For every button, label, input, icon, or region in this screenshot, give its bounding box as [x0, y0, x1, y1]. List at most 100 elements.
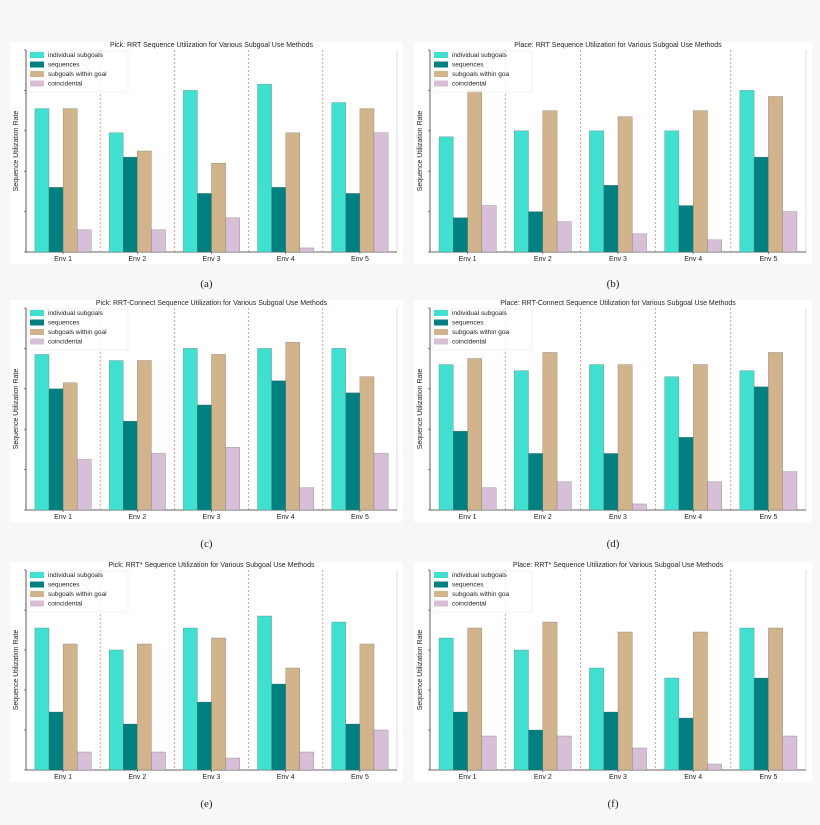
bar-individual-subgoals-env-1 — [438, 637, 454, 771]
legend-label: subgoals within goal — [48, 329, 107, 336]
legend-box — [431, 570, 533, 613]
x-tick-label: Env 5 — [759, 256, 777, 263]
bar-individual-subgoals-env-5 — [739, 627, 755, 771]
x-tick-label: Env 5 — [351, 774, 369, 781]
bar-individual-subgoals-env-2 — [514, 649, 529, 771]
bar-coincidental-env-1 — [481, 487, 497, 511]
x-tick-label: Env 3 — [203, 514, 221, 521]
bar-individual-subgoals-env-3 — [589, 667, 604, 771]
bar-subgoals-within-goal-env-5 — [768, 627, 783, 771]
legend-label: sequences — [48, 320, 80, 327]
legend-swatch — [434, 319, 448, 326]
bar-subgoals-within-goal-env-4 — [693, 364, 708, 511]
bar-subgoals-within-goal-env-2 — [137, 150, 152, 253]
legend: individual subgoals sequences subgoals wit… — [27, 308, 129, 351]
legend-swatch — [434, 581, 448, 588]
legend-box — [27, 308, 129, 351]
x-tick-label: Env 1 — [459, 256, 477, 263]
bar-sequences-env-5 — [345, 723, 361, 771]
bar-chart-svg: Place: RRT* Sequence Utilization for Var… — [417, 562, 807, 781]
bar-sequences-env-4 — [271, 380, 286, 511]
bar-coincidental-env-3 — [225, 217, 240, 253]
bar-individual-subgoals-env-1 — [438, 364, 454, 511]
bar-sequences-env-3 — [603, 453, 619, 511]
bar-individual-subgoals-env-1 — [34, 627, 50, 771]
bar-subgoals-within-goal-env-3 — [211, 637, 226, 771]
legend-label: individual subgoals — [48, 310, 104, 317]
x-tick-label: Env 2 — [534, 514, 552, 521]
bar-individual-subgoals-env-3 — [589, 130, 604, 253]
bar-coincidental-env-5 — [373, 729, 389, 771]
bar-individual-subgoals-env-3 — [589, 364, 604, 511]
bar-individual-subgoals-env-2 — [108, 360, 124, 511]
x-tick-label: Env 4 — [684, 514, 702, 521]
x-tick-label: Env 4 — [684, 256, 702, 263]
legend-swatch — [30, 319, 44, 326]
bar-sequences-env-2 — [123, 723, 138, 771]
figure-caption: (d) — [606, 538, 620, 550]
bar-subgoals-within-goal-env-4 — [285, 342, 300, 511]
bar-coincidental-env-1 — [481, 735, 497, 771]
x-tick-label: Env 3 — [203, 774, 221, 781]
figure-caption: (e) — [200, 798, 213, 810]
bar-sequences-env-5 — [753, 156, 769, 253]
bar-coincidental-env-3 — [632, 747, 647, 771]
bar-subgoals-within-goal-env-1 — [467, 90, 483, 253]
bar-individual-subgoals-env-2 — [514, 370, 529, 511]
chart-panel-2: Place: RRT Sequence Utilization for Vari… — [414, 42, 812, 264]
x-tick-label: Env 4 — [277, 256, 295, 263]
bar-individual-subgoals-env-4 — [257, 615, 272, 771]
bar-sequences-env-4 — [271, 683, 286, 771]
y-axis-label: Sequence Utilization Rate — [417, 630, 424, 711]
legend: individual subgoals sequences subgoals wit… — [431, 50, 533, 93]
bar-subgoals-within-goal-env-2 — [542, 352, 558, 511]
legend-label: individual subgoals — [452, 310, 508, 317]
bar-sequences-env-1 — [453, 711, 468, 771]
bar-individual-subgoals-env-5 — [739, 90, 755, 253]
bar-sequences-env-2 — [528, 729, 543, 771]
bar-coincidental-env-1 — [77, 751, 92, 771]
chart-title: Pick: RRT Sequence Utilization for Vario… — [110, 42, 314, 49]
bar-sequences-env-1 — [453, 217, 468, 253]
legend-label: coincidental — [452, 81, 487, 88]
bar-individual-subgoals-env-4 — [664, 130, 680, 253]
x-tick-label: Env 5 — [759, 774, 777, 781]
bar-subgoals-within-goal-env-3 — [617, 364, 633, 511]
bar-subgoals-within-goal-env-2 — [542, 621, 558, 771]
bar-individual-subgoals-env-2 — [108, 132, 124, 253]
bar-individual-subgoals-env-2 — [108, 649, 124, 771]
legend-label: coincidental — [48, 81, 83, 88]
y-axis-label: Sequence Utilization Rate — [13, 369, 20, 450]
x-tick-label: Env 5 — [759, 514, 777, 521]
bar-sequences-env-3 — [603, 711, 619, 771]
bar-individual-subgoals-env-5 — [331, 621, 346, 771]
bar-subgoals-within-goal-env-5 — [768, 352, 783, 511]
bar-individual-subgoals-env-3 — [183, 348, 198, 511]
bar-sequences-env-2 — [528, 453, 543, 511]
legend-label: individual subgoals — [48, 572, 104, 579]
bar-coincidental-env-2 — [556, 735, 572, 771]
legend-label: sequences — [452, 582, 484, 589]
legend-swatch — [30, 80, 44, 87]
x-tick-label: Env 2 — [128, 514, 146, 521]
bar-sequences-env-4 — [678, 437, 694, 511]
figure-caption: (f) — [607, 798, 619, 810]
chart-panel-5: Pick: RRT* Sequence Utilization for Vari… — [10, 562, 403, 782]
bar-sequences-env-4 — [678, 717, 694, 771]
bar-subgoals-within-goal-env-3 — [211, 162, 226, 253]
x-tick-label: Env 1 — [54, 514, 72, 521]
legend-swatch — [434, 591, 448, 597]
legend-swatch — [30, 572, 44, 578]
bar-chart-svg: Place: RRT-Connect Sequence Utilization … — [417, 300, 807, 521]
bar-subgoals-within-goal-env-4 — [693, 110, 708, 253]
bar-sequences-env-1 — [48, 388, 64, 511]
chart-title: Place: RRT-Connect Sequence Utilization … — [500, 300, 736, 307]
bar-coincidental-env-3 — [632, 503, 647, 511]
x-tick-label: Env 2 — [534, 256, 552, 263]
legend-box — [431, 308, 533, 351]
chart-title: Pick: RRT* Sequence Utilization for Vari… — [109, 562, 315, 569]
bar-coincidental-env-4 — [299, 751, 315, 771]
y-axis-label: Sequence Utilization Rate — [13, 630, 20, 711]
legend-label: coincidental — [452, 339, 487, 346]
legend-label: coincidental — [48, 339, 83, 346]
